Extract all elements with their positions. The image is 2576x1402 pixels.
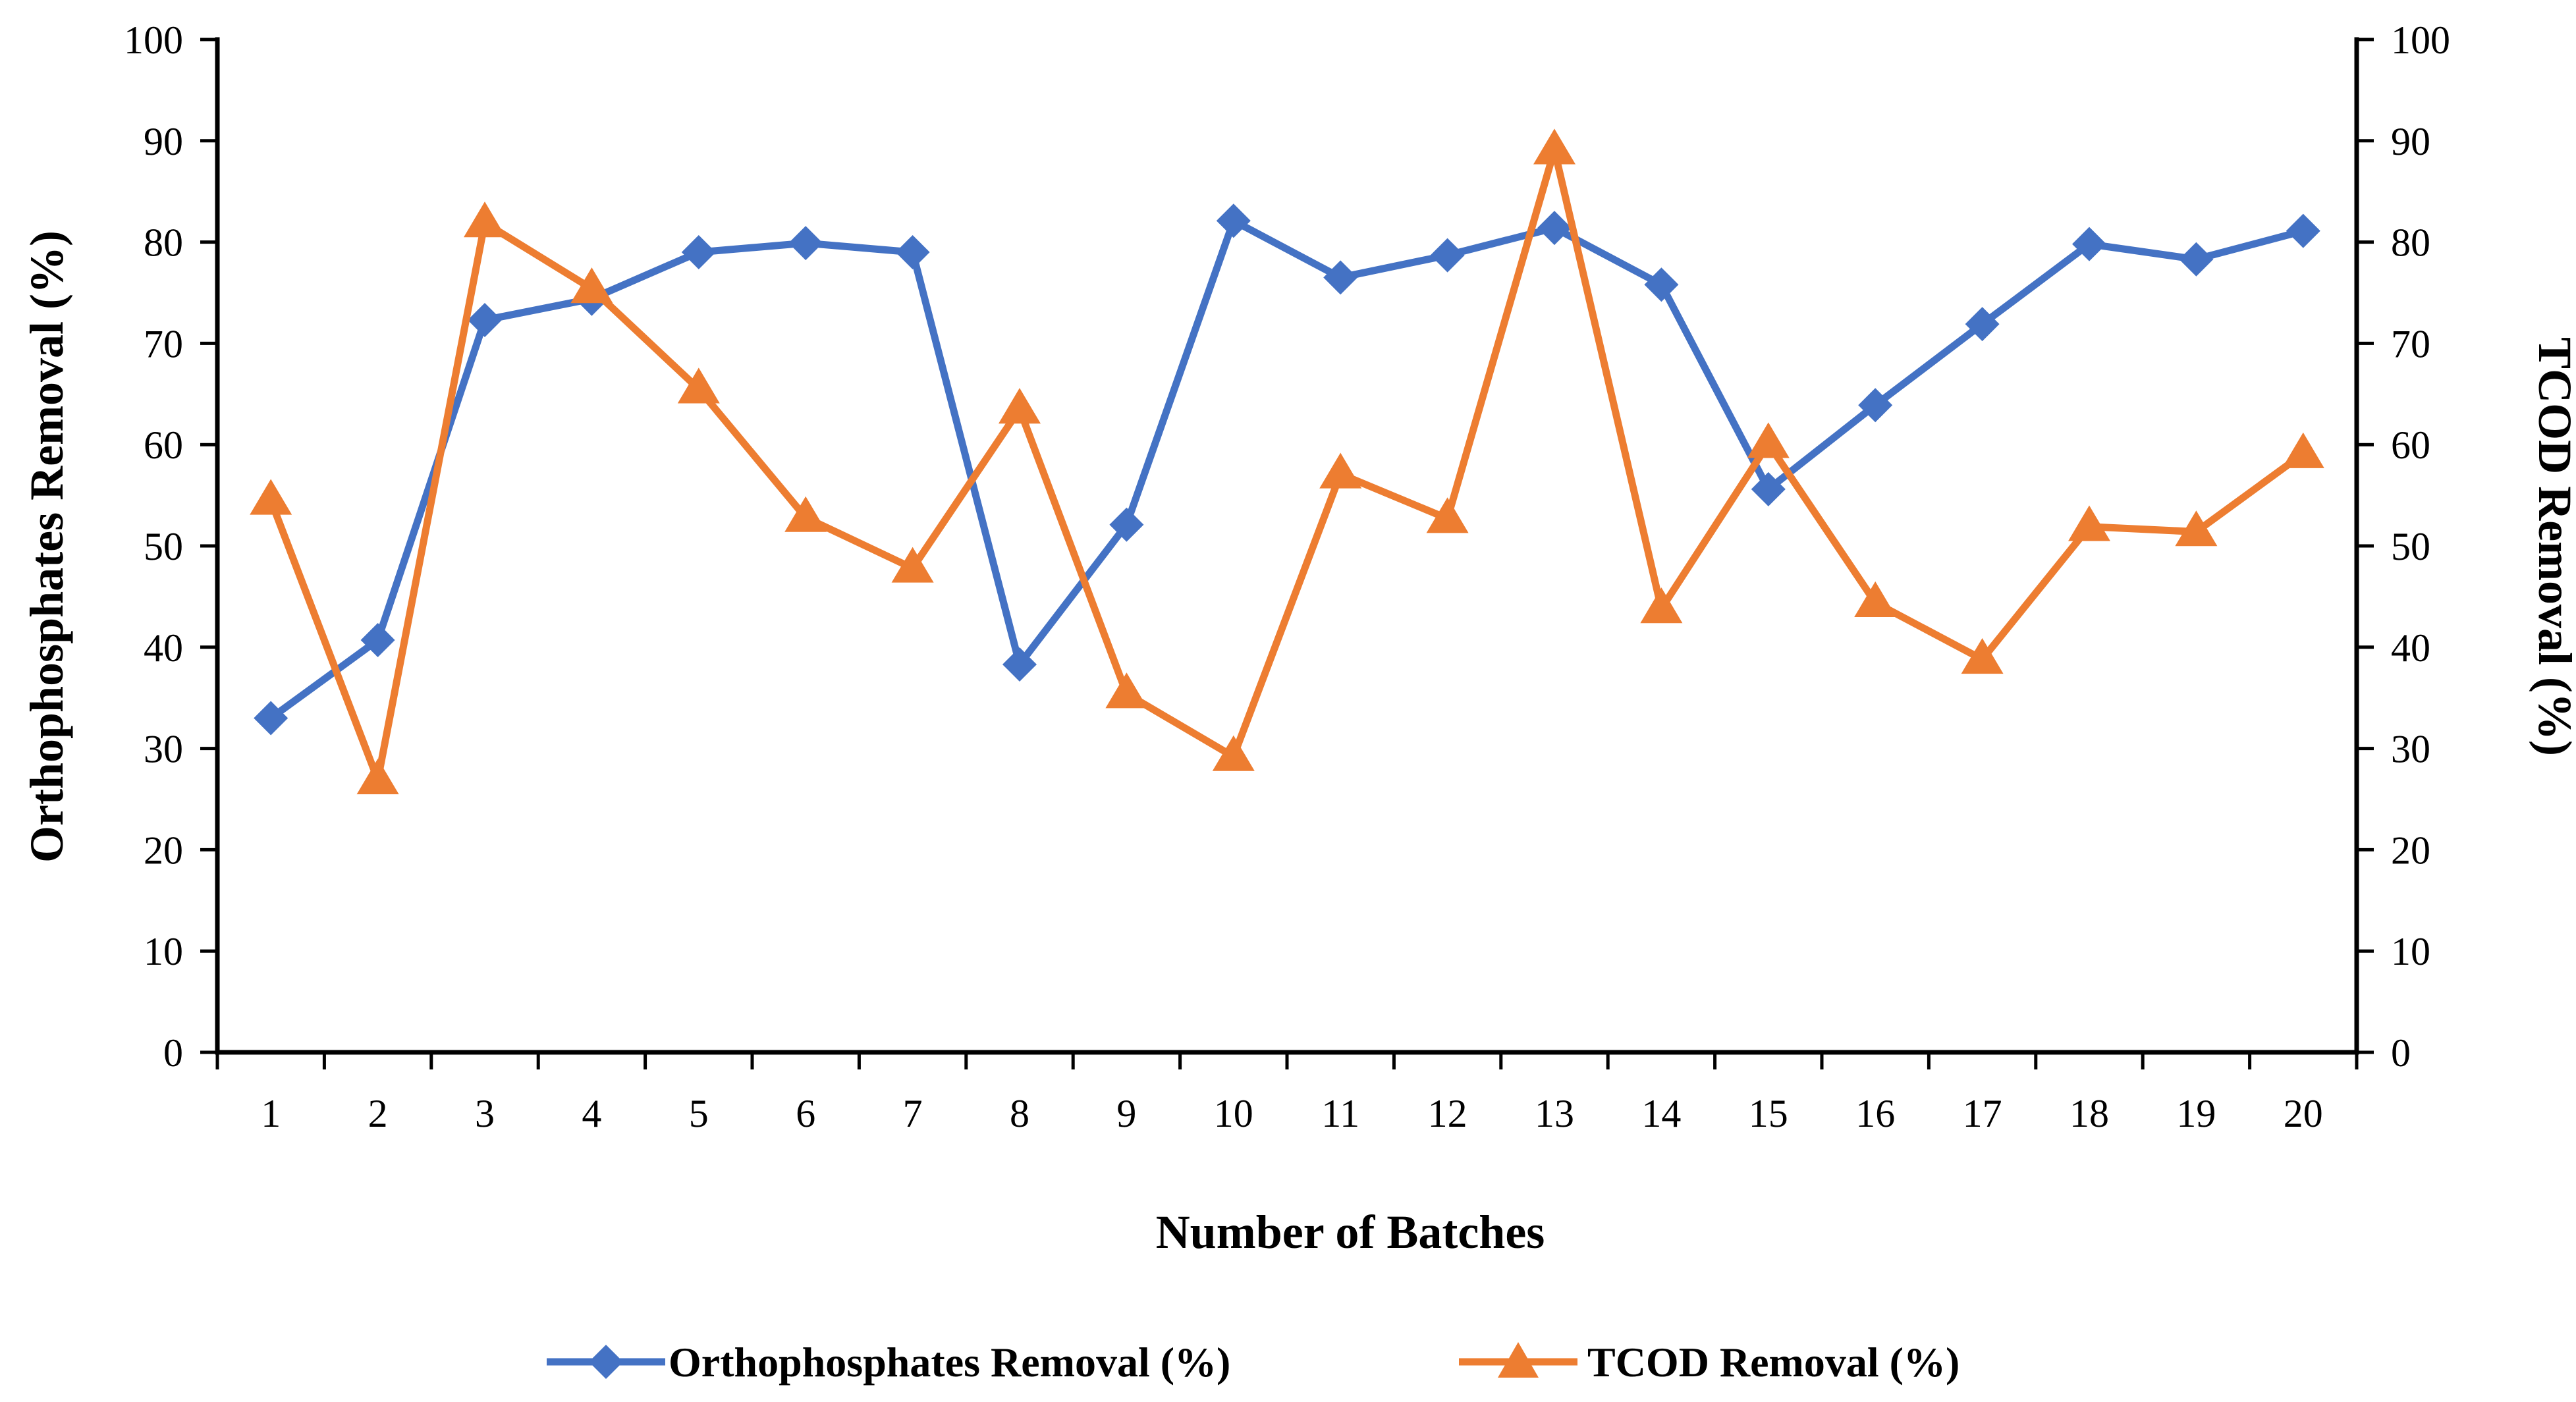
- data-point-tcod: [1640, 587, 1683, 624]
- data-point-tcod: [1212, 735, 1255, 771]
- x-tick-label: 15: [1749, 1092, 1788, 1135]
- x-tick-label: 18: [2069, 1092, 2109, 1135]
- data-point-orthophosphates: [1002, 647, 1037, 682]
- y-right-tick-label: 50: [2391, 525, 2430, 568]
- y-left-tick-label: 100: [124, 18, 183, 62]
- x-tick-label: 19: [2176, 1092, 2216, 1135]
- data-point-orthophosphates: [360, 623, 395, 658]
- x-tick-label: 20: [2284, 1092, 2323, 1135]
- data-point-orthophosphates: [788, 226, 823, 261]
- y-axis-title-right: TCOD Removal (%): [2529, 337, 2576, 756]
- data-point-orthophosphates: [1751, 472, 1786, 506]
- data-point-tcod: [1105, 672, 1148, 709]
- x-tick-label: 13: [1535, 1092, 1574, 1135]
- x-tick-label: 9: [1116, 1092, 1136, 1135]
- data-point-orthophosphates: [681, 234, 716, 269]
- data-point-tcod: [1961, 638, 2004, 674]
- legend: Orthophosphates Removal (%) TCOD Removal…: [547, 1339, 1959, 1386]
- data-point-orthophosphates: [1858, 388, 1893, 423]
- data-point-tcod: [1747, 422, 1790, 458]
- data-point-tcod: [1533, 128, 1576, 165]
- x-axis-title: Number of Batches: [1156, 1206, 1545, 1258]
- data-point-tcod: [570, 267, 613, 304]
- data-point-tcod: [1854, 581, 1897, 617]
- data-point-tcod: [464, 202, 506, 238]
- x-tick-label: 8: [1010, 1092, 1029, 1135]
- plot-area: 0 0 10 10 20 20 30 30 40 40 50 50 60 60 70 70 80 80 90 90 10…: [124, 18, 2450, 1135]
- data-point-orthophosphates: [2286, 213, 2320, 248]
- y-axis-title-left: Orthophosphates Removal (%): [20, 230, 73, 863]
- legend-item-orthophosphates: Orthophosphates Removal (%): [547, 1339, 1230, 1386]
- y-right-tick-label: 90: [2391, 120, 2430, 163]
- y-left-tick-label: 10: [144, 930, 183, 973]
- data-point-orthophosphates: [1537, 211, 1572, 246]
- data-point-tcod: [250, 479, 292, 515]
- y-left-tick-label: 90: [144, 120, 183, 163]
- y-left-tick-label: 40: [144, 626, 183, 670]
- x-tick-label: 3: [475, 1092, 495, 1135]
- y-right-tick-label: 70: [2391, 322, 2430, 365]
- y-left-tick-label: 70: [144, 322, 183, 365]
- y-right-tick-label: 40: [2391, 626, 2430, 670]
- data-point-tcod: [356, 759, 399, 795]
- x-tick-label: 10: [1214, 1092, 1253, 1135]
- y-right-tick-label: 30: [2391, 728, 2430, 771]
- x-tick-label: 7: [903, 1092, 923, 1135]
- data-point-tcod: [2282, 432, 2324, 468]
- data-point-tcod: [891, 547, 934, 583]
- legend-label-orthophosphates: Orthophosphates Removal (%): [669, 1339, 1230, 1386]
- y-right-tick-label: 20: [2391, 828, 2430, 872]
- x-tick-label: 14: [1641, 1092, 1681, 1135]
- data-point-tcod: [784, 496, 827, 532]
- x-tick-label: 5: [689, 1092, 709, 1135]
- data-point-tcod: [999, 388, 1041, 424]
- y-right-tick-label: 100: [2391, 18, 2450, 62]
- data-point-orthophosphates: [1323, 260, 1358, 295]
- legend-marker-tcod: [1498, 1342, 1539, 1378]
- series-line-tcod: [267, 146, 2307, 784]
- series-line-orthophosphates: [267, 217, 2307, 722]
- data-point-tcod: [2068, 505, 2110, 541]
- data-point-orthophosphates: [1430, 238, 1465, 273]
- data-point-tcod: [1426, 497, 1469, 533]
- x-tick-label: 1: [261, 1092, 281, 1135]
- data-point-orthophosphates: [1109, 507, 1144, 542]
- data-point-orthophosphates: [2179, 242, 2214, 277]
- x-tick-label: 12: [1428, 1092, 1467, 1135]
- y-left-tick-label: 30: [144, 728, 183, 771]
- x-tick-label: 17: [1963, 1092, 2002, 1135]
- data-point-orthophosphates: [2072, 227, 2106, 261]
- data-point-tcod: [2175, 510, 2218, 547]
- data-point-orthophosphates: [1216, 203, 1251, 238]
- y-right-tick-label: 0: [2391, 1031, 2411, 1075]
- data-point-orthophosphates: [468, 303, 502, 338]
- y-left-tick-label: 60: [144, 423, 183, 467]
- legend-label-tcod: TCOD Removal (%): [1587, 1339, 1959, 1386]
- y-left-tick-label: 20: [144, 828, 183, 872]
- x-tick-label: 2: [368, 1092, 388, 1135]
- data-point-orthophosphates: [895, 234, 930, 269]
- data-point-orthophosphates: [254, 701, 288, 736]
- x-tick-label: 6: [796, 1092, 815, 1135]
- data-point-tcod: [677, 367, 720, 404]
- x-tick-label: 16: [1855, 1092, 1895, 1135]
- y-right-tick-label: 80: [2391, 221, 2430, 265]
- legend-item-tcod: TCOD Removal (%): [1459, 1339, 1959, 1386]
- x-tick-label: 4: [582, 1092, 601, 1135]
- y-left-tick-label: 0: [163, 1031, 183, 1075]
- x-tick-label: 11: [1321, 1092, 1359, 1135]
- y-left-tick-label: 80: [144, 221, 183, 265]
- y-right-tick-label: 60: [2391, 423, 2430, 467]
- data-point-orthophosphates: [1644, 267, 1679, 302]
- legend-marker-orthophosphates: [589, 1345, 623, 1379]
- y-right-tick-label: 10: [2391, 930, 2430, 973]
- data-point-orthophosphates: [1965, 307, 2000, 342]
- series-layer: [250, 128, 2324, 795]
- data-point-tcod: [1319, 452, 1362, 489]
- y-left-tick-label: 50: [144, 525, 183, 568]
